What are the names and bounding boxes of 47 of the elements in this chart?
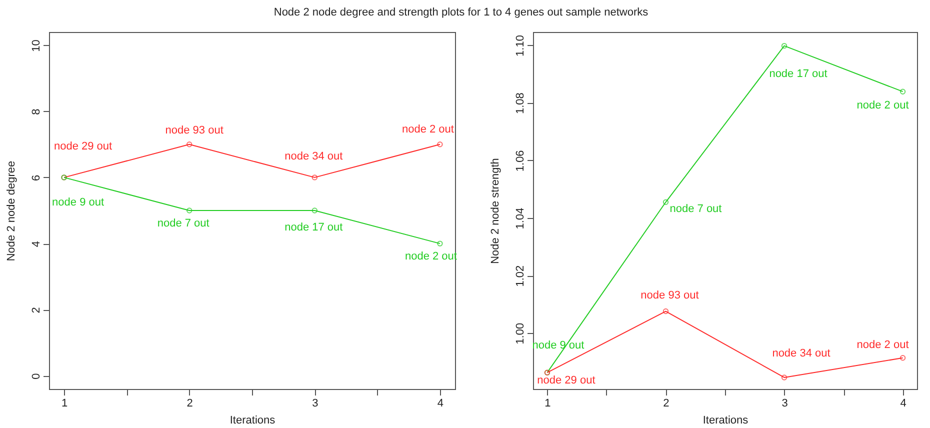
point xyxy=(781,374,788,380)
chart-title: Node 2 node degree and strength plots for 1 to 4 genes out sample networks xyxy=(274,6,649,18)
point xyxy=(186,208,192,214)
x-axis-title: Iterations xyxy=(230,414,276,426)
y-tick-label: 8 xyxy=(30,108,42,115)
y-axis-title: Node 2 node strength xyxy=(490,158,502,264)
x-tick-label: 3 xyxy=(782,398,788,410)
data-label: node 7 out xyxy=(157,218,210,230)
y-tick-label: 1.06 xyxy=(514,150,526,172)
y-tick-label: 1.08 xyxy=(514,92,526,114)
x-tick-label: 1 xyxy=(544,398,551,410)
y-tick-label: 4 xyxy=(30,240,42,248)
x-tick-label: 2 xyxy=(186,398,193,410)
y-tick-label: 1.00 xyxy=(514,322,526,344)
x-tick-label: 1 xyxy=(61,398,68,410)
data-label: node 93 out xyxy=(165,124,224,136)
data-label: node 29 out xyxy=(537,374,596,387)
y-tick-label: 6 xyxy=(30,174,42,182)
y-tick-label: 1.10 xyxy=(514,35,526,56)
y-tick-label: 1.02 xyxy=(514,265,526,287)
data-label: node 17 out xyxy=(284,222,343,234)
x-axis-title: Iterations xyxy=(702,414,749,426)
data-label: node 2 out xyxy=(856,338,909,351)
point xyxy=(662,308,669,314)
data-label: node 93 out xyxy=(640,289,699,302)
point xyxy=(781,42,788,49)
y-tick-label: 10 xyxy=(30,40,42,52)
y-tick-label: 1.04 xyxy=(514,208,526,230)
data-label: node 34 out xyxy=(772,347,830,360)
x-tick-label: 3 xyxy=(312,398,318,410)
point xyxy=(312,208,318,214)
x-tick-label: 4 xyxy=(437,398,444,410)
x-tick-label: 2 xyxy=(663,398,670,410)
data-label: node 9 out xyxy=(52,196,104,208)
y-tick-label: 2 xyxy=(30,307,42,314)
y-tick-label: 0 xyxy=(30,373,42,380)
point xyxy=(186,142,192,148)
data-label: node 17 out xyxy=(769,68,828,80)
data-label: node 34 out xyxy=(284,150,343,162)
x-tick-label: 4 xyxy=(900,398,906,410)
y-axis-title: Node 2 node degree xyxy=(6,160,18,262)
point xyxy=(662,199,669,205)
data-label: node 2 out xyxy=(856,100,909,112)
data-label: node 29 out xyxy=(54,140,112,152)
data-label: node 7 out xyxy=(670,203,722,216)
data-label: node 2 out xyxy=(402,123,454,136)
point xyxy=(312,174,318,180)
